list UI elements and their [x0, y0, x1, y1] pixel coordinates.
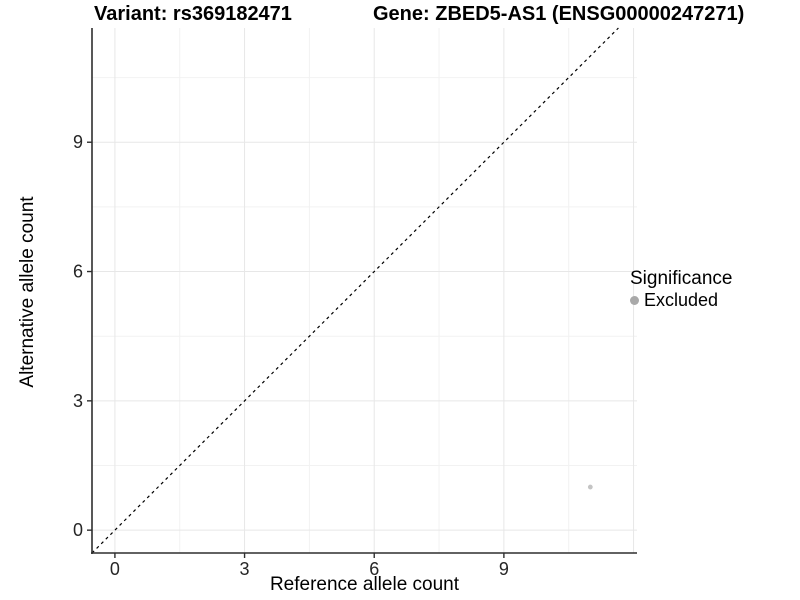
gene-title: Gene: ZBED5-AS1 (ENSG00000247271): [373, 3, 745, 25]
y-tick-label: 9: [73, 132, 83, 152]
y-tick-label: 0: [73, 520, 83, 540]
legend-point-icon: [630, 296, 639, 305]
x-tick-label: 3: [240, 559, 250, 579]
y-tick-label: 6: [73, 262, 83, 282]
legend-item-excluded: Excluded: [630, 290, 732, 311]
data-point: [587, 484, 593, 490]
x-tick-label: 9: [499, 559, 509, 579]
y-axis-label: Alternative allele count: [17, 196, 38, 388]
x-tick-label: 6: [369, 559, 379, 579]
legend-title: Significance: [630, 268, 733, 289]
variant-title: Variant: rs369182471: [94, 3, 292, 25]
legend: Significance Excluded: [630, 268, 732, 311]
y-tick-label: 3: [73, 391, 83, 411]
x-axis-label: Reference allele count: [269, 574, 460, 595]
identity-line: [91, 27, 619, 554]
legend-item-label: Excluded: [644, 290, 719, 310]
x-tick-label: 0: [110, 559, 120, 579]
